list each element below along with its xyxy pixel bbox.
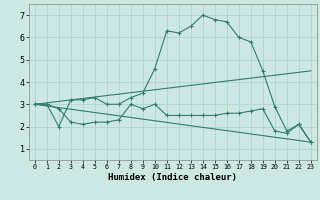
- X-axis label: Humidex (Indice chaleur): Humidex (Indice chaleur): [108, 173, 237, 182]
